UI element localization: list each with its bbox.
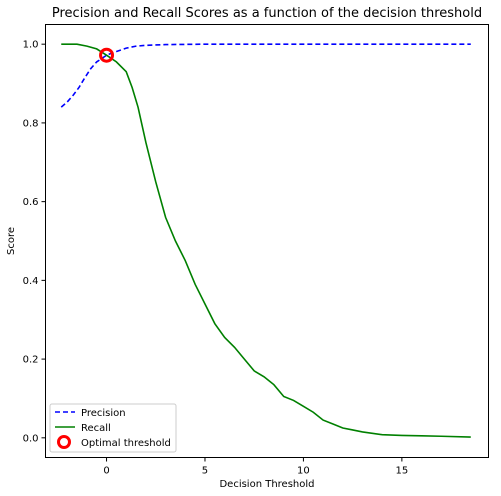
y-tick-label: 0.4 — [23, 276, 39, 287]
legend-precision-label: Precision — [81, 408, 126, 419]
x-axis-ticks: 0 5 10 15 — [103, 457, 409, 477]
x-tick-label: 5 — [202, 466, 208, 477]
y-axis-ticks: 0.0 0.2 0.4 0.6 0.8 1.0 — [23, 40, 46, 444]
x-tick-label: 15 — [396, 466, 409, 477]
legend-optimal-threshold-swatch — [57, 435, 71, 449]
y-tick-label: 0.2 — [23, 355, 39, 366]
y-tick-label: 1.0 — [23, 40, 39, 51]
legend-recall-label: Recall — [81, 423, 111, 434]
plot-frame — [45, 24, 489, 458]
series-line-recall — [61, 43, 471, 438]
marker-layer — [99, 47, 115, 63]
legend-box — [49, 403, 177, 453]
y-axis-label: Score — [6, 227, 17, 255]
x-tick-label: 10 — [297, 466, 310, 477]
x-tick-label: 0 — [103, 466, 109, 477]
y-tick-label: 0.6 — [23, 197, 39, 208]
chart-title: Precision and Recall Scores as a functio… — [52, 6, 482, 21]
y-tick-label: 0.8 — [23, 118, 39, 129]
y-tick-label: 0.0 — [23, 433, 39, 444]
legend: Precision Recall Optimal threshold — [49, 403, 177, 453]
x-axis-label: Decision Threshold — [219, 479, 314, 490]
optimal-threshold-marker — [99, 47, 115, 63]
plot-area — [45, 24, 489, 458]
legend-optimal-threshold-label: Optimal threshold — [81, 438, 171, 449]
